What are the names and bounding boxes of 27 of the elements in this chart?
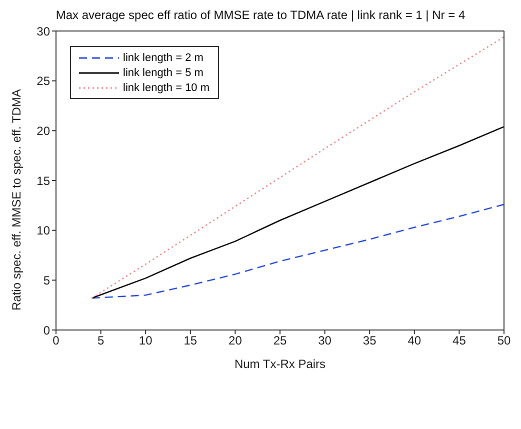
y-tick-label: 25 xyxy=(36,74,50,88)
y-tick-label: 15 xyxy=(36,174,50,188)
x-axis-title: Num Tx-Rx Pairs xyxy=(234,357,326,371)
x-tick-label: 10 xyxy=(138,334,153,348)
line-series xyxy=(91,126,504,299)
x-tick-label: 15 xyxy=(184,334,198,348)
y-tick-label: 5 xyxy=(43,273,50,288)
y-tick-label: 0 xyxy=(43,323,50,338)
x-tick-label: 20 xyxy=(228,334,242,348)
x-tick-label: 25 xyxy=(273,334,287,348)
line-series xyxy=(91,36,504,299)
y-tick-label: 10 xyxy=(36,224,50,238)
x-tick-label: 35 xyxy=(362,334,377,348)
legend-label: link length = 5 m xyxy=(123,66,204,78)
x-tick-label: 5 xyxy=(97,334,104,348)
line-series xyxy=(91,204,504,299)
x-tick-label: 50 xyxy=(497,334,511,348)
x-tick-label: 0 xyxy=(52,334,60,348)
y-tick-label: 20 xyxy=(36,124,50,138)
x-tick-label: 45 xyxy=(452,334,466,348)
y-axis-title: Ratio spec. eff. MMSE to spec. eff. TDMA xyxy=(9,89,24,310)
x-tick-label: 40 xyxy=(408,334,422,348)
legend-label: link length = 10 m xyxy=(123,82,210,94)
legend-label: link length = 2 m xyxy=(123,52,204,64)
x-tick-label: 30 xyxy=(318,334,332,348)
y-tick-label: 30 xyxy=(36,24,50,38)
chart-title: Max average spec eff ratio of MMSE rate to TDMA rate | link rank = 1 | Nr = 4 xyxy=(54,8,466,22)
